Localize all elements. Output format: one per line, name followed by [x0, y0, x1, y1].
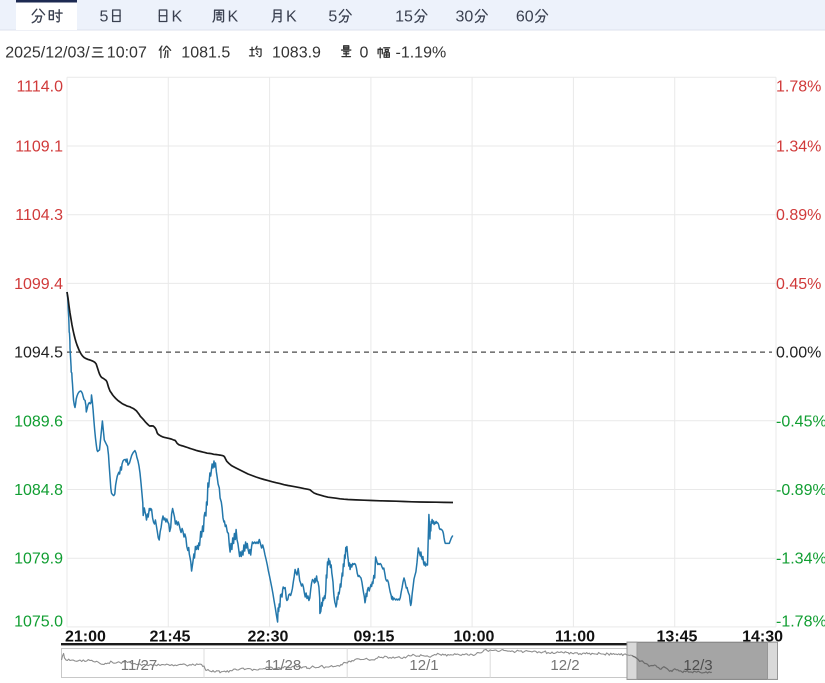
svg-text:0.89%: 0.89%: [776, 207, 821, 224]
svg-text:1109.1: 1109.1: [15, 139, 63, 156]
svg-text:-0.89%: -0.89%: [776, 482, 825, 499]
svg-text:K: K: [286, 9, 297, 26]
svg-text:11/27: 11/27: [121, 657, 157, 674]
svg-text:21:45: 21:45: [150, 629, 191, 646]
svg-text:0.00%: 0.00%: [776, 345, 821, 362]
svg-text:1094.5: 1094.5: [14, 345, 63, 362]
svg-text:12/2: 12/2: [550, 657, 579, 674]
svg-text:-1.78%: -1.78%: [776, 614, 825, 631]
svg-text:1075.0: 1075.0: [14, 614, 63, 631]
svg-text:0.45%: 0.45%: [776, 276, 821, 293]
svg-text:1089.6: 1089.6: [14, 413, 63, 430]
svg-text:21:00: 21:00: [65, 629, 106, 646]
svg-text:22:30: 22:30: [248, 629, 289, 646]
svg-text:1114.0: 1114.0: [16, 79, 63, 96]
svg-text:1.78%: 1.78%: [776, 79, 821, 96]
svg-text:K: K: [228, 9, 239, 26]
svg-text:15: 15: [395, 9, 413, 26]
svg-text:-0.45%: -0.45%: [776, 413, 825, 430]
svg-text:1081.5: 1081.5: [181, 45, 230, 62]
svg-text:12/3: 12/3: [683, 657, 712, 674]
svg-text:30: 30: [456, 9, 474, 26]
svg-text:1079.9: 1079.9: [14, 551, 63, 568]
svg-text:13:45: 13:45: [657, 629, 698, 646]
svg-text:0: 0: [360, 45, 369, 62]
svg-text:1.34%: 1.34%: [776, 139, 821, 156]
svg-text:1099.4: 1099.4: [14, 276, 63, 293]
svg-text:11/28: 11/28: [265, 657, 301, 674]
svg-text:1083.9: 1083.9: [272, 45, 321, 62]
svg-text:K: K: [172, 9, 183, 26]
svg-text:10:00: 10:00: [454, 629, 495, 646]
svg-text:14:30: 14:30: [742, 629, 783, 646]
svg-text:1084.8: 1084.8: [14, 482, 63, 499]
svg-text:2025/12/03/: 2025/12/03/: [5, 45, 90, 62]
svg-text:09:15: 09:15: [354, 629, 395, 646]
svg-text:11:00: 11:00: [555, 629, 595, 646]
svg-text:10:07: 10:07: [107, 45, 147, 62]
svg-text:12/1: 12/1: [409, 657, 438, 674]
svg-text:60: 60: [516, 9, 534, 26]
svg-text:5: 5: [328, 9, 337, 26]
svg-text:-1.34%: -1.34%: [776, 551, 825, 568]
svg-text:1104.3: 1104.3: [15, 207, 63, 224]
svg-text:5: 5: [100, 9, 109, 26]
svg-text:-1.19%: -1.19%: [396, 45, 447, 62]
